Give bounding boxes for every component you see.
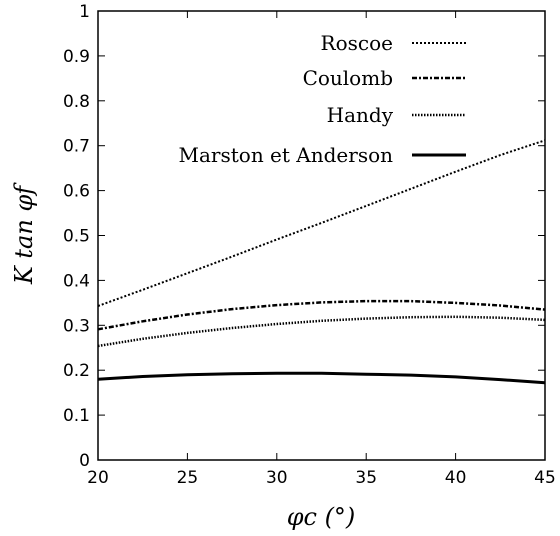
tick-labels: 0 0.1 0.2 0.3 0.4 0.5 0.6 0.7 0.8 0.9 1 20 25 30 35 40 4… xyxy=(63,2,556,488)
series-line-roscoe xyxy=(97,139,546,307)
series-line-coulomb xyxy=(97,299,546,331)
y-tick-label-7: 0.7 xyxy=(63,137,90,157)
series-line-marston-et-anderson xyxy=(97,371,546,385)
legend-label-marston-et-anderson: Marston et Anderson xyxy=(179,143,394,167)
y-tick-label-9: 0.9 xyxy=(63,47,90,67)
x-tick-label-5: 45 xyxy=(534,468,556,488)
y-tick-label-6: 0.6 xyxy=(63,182,90,202)
y-tick-label-3: 0.3 xyxy=(63,316,90,336)
x-tick-label-3: 35 xyxy=(355,468,377,488)
y-tick-label-0: 0 xyxy=(79,451,90,471)
legend-label-roscoe: Roscoe xyxy=(321,31,393,55)
y-tick-label-5: 0.5 xyxy=(63,227,90,247)
y-tick-label-1: 0.1 xyxy=(63,406,90,426)
y-axis-title: K tan φf xyxy=(10,182,38,285)
y-tick-label-4: 0.4 xyxy=(63,271,90,291)
legend-label-handy: Handy xyxy=(327,103,394,127)
y-tick-label-2: 0.2 xyxy=(63,361,90,381)
series-lines xyxy=(97,139,546,385)
legend-label-coulomb: Coulomb xyxy=(303,66,393,90)
x-tick-label-0: 20 xyxy=(87,468,109,488)
y-tick-label-10: 1 xyxy=(79,2,90,22)
y-tick-label-8: 0.8 xyxy=(63,92,90,112)
x-tick-label-2: 30 xyxy=(266,468,288,488)
legend: Roscoe Coulomb Handy Marston et Anderson xyxy=(179,31,466,167)
ticks xyxy=(97,10,546,461)
x-tick-label-1: 25 xyxy=(177,468,199,488)
x-tick-label-4: 40 xyxy=(445,468,467,488)
series-line-handy xyxy=(97,315,546,348)
x-axis-title: φc (°) xyxy=(287,503,356,531)
